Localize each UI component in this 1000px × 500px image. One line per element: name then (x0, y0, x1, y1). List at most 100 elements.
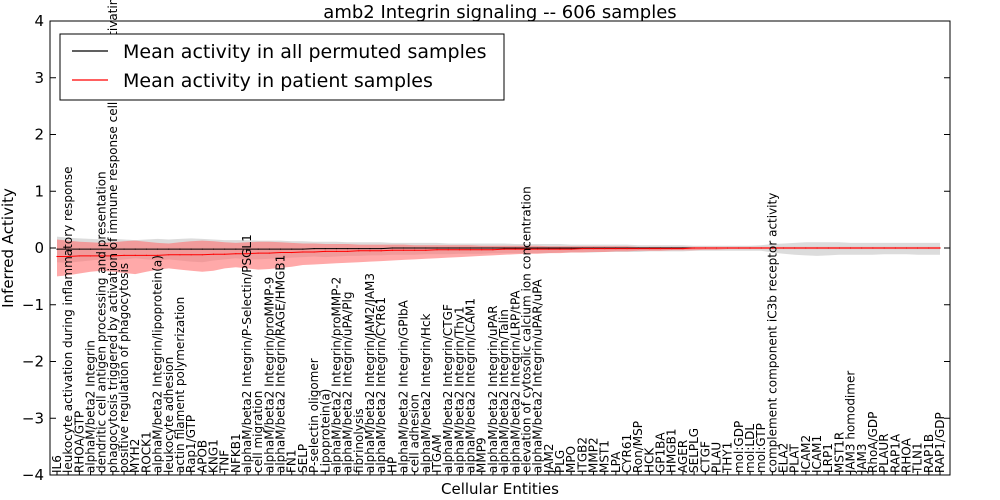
point-series-1 (168, 254, 170, 256)
point-series-1 (436, 249, 438, 251)
x-tick-label: dendritic cell antigen processing and pr… (95, 171, 109, 473)
point-series-1 (257, 252, 259, 254)
x-tick-label: PLG (553, 450, 567, 473)
x-tick-label: HMGB1 (665, 428, 679, 473)
point-series-1 (604, 247, 606, 250)
point-series-1 (738, 247, 740, 249)
point-series-0 (156, 248, 159, 250)
point-series-1 (145, 254, 148, 256)
point-series-1 (268, 252, 270, 254)
point-series-1 (615, 247, 617, 250)
point-series-1 (358, 250, 360, 252)
point-series-0 (67, 248, 69, 250)
x-tick-label: CYR61 (620, 434, 634, 473)
point-series-1 (581, 247, 583, 250)
chart-title: amb2 Integrin signaling -- 606 samples (323, 2, 676, 23)
point-series-1 (89, 255, 92, 257)
point-series-0 (291, 248, 293, 250)
point-series-1 (56, 255, 58, 258)
point-series-1 (805, 247, 807, 249)
y-tick-label: −3 (22, 409, 44, 427)
point-series-0 (525, 247, 528, 249)
point-series-1 (816, 247, 818, 249)
point-series-0 (112, 248, 114, 250)
y-axis: −4 −3 −2 −1 0 1 2 3 4 (22, 12, 950, 484)
x-tick-label: alphaM/beta2 Integrin/GPIbA (397, 299, 411, 473)
legend: Mean activity in all permuted samples Me… (59, 33, 505, 101)
point-series-0 (537, 247, 539, 249)
point-series-0 (402, 247, 405, 249)
point-series-1 (492, 249, 494, 251)
point-series-0 (514, 247, 516, 249)
point-series-0 (369, 247, 371, 250)
x-tick-label: Ron/MSP (631, 421, 645, 473)
x-tick-label: APOB (195, 440, 209, 473)
point-series-1 (771, 247, 773, 249)
point-series-1 (78, 255, 80, 257)
point-series-1 (760, 247, 762, 249)
x-tick-label: ITGAM (430, 434, 444, 473)
point-series-1 (402, 249, 405, 251)
point-series-0 (492, 247, 494, 249)
point-series-1 (503, 248, 505, 250)
point-series-1 (369, 250, 371, 252)
point-series-0 (190, 248, 192, 250)
x-tick-label: mol:GTP (754, 423, 768, 473)
point-series-0 (201, 248, 203, 250)
point-series-1 (123, 254, 125, 256)
point-series-1 (827, 247, 829, 249)
x-tick-label: LRP1 (821, 443, 835, 473)
point-series-1 (917, 247, 919, 249)
y-tick-label: 1 (34, 182, 44, 200)
point-series-1 (391, 249, 393, 251)
point-series-1 (592, 247, 595, 250)
y-axis-label: Inferred Activity (0, 188, 17, 308)
x-tick-label: MYH2 (128, 439, 142, 473)
point-series-1 (179, 254, 181, 256)
y-tick-label: 2 (34, 126, 44, 144)
x-tick-label: GP1BA (654, 432, 668, 473)
x-tick-label: ICAM1 (810, 435, 824, 473)
point-series-0 (257, 248, 259, 250)
point-series-0 (246, 248, 248, 250)
point-series-0 (559, 247, 561, 249)
x-tick-label: alphaM/beta2 Integrin/ICAM1 (464, 298, 478, 473)
point-series-1 (246, 253, 248, 255)
point-series-1 (570, 248, 572, 250)
x-tick-label: ELA2 (777, 443, 791, 473)
point-series-0 (414, 247, 416, 249)
x-tick-label: MMP2 (587, 437, 601, 473)
point-series-0 (347, 247, 349, 250)
x-tick-label: TNF (218, 450, 232, 474)
x-tick-label: alphaM/beta2 Integrin/lipoprotein(a) (151, 255, 165, 473)
point-series-0 (425, 247, 427, 249)
point-series-1 (425, 249, 427, 251)
x-tick-label: alphaM/beta2 Integrin/RAGE/HMGB1 (274, 255, 288, 473)
y-tick-label: −4 (22, 466, 44, 484)
point-series-1 (469, 249, 472, 251)
point-series-1 (548, 248, 550, 250)
x-tick-label: alphaM/beta2 Integrin/LRP/tPA (508, 290, 522, 473)
point-series-1 (525, 248, 528, 250)
point-series-0 (168, 248, 170, 250)
x-tick-label: Lipoprotein(a) (318, 389, 332, 473)
x-tick-label: fibrinolysis (352, 408, 366, 473)
point-series-1 (112, 255, 114, 257)
point-series-0 (313, 247, 315, 250)
x-tick-label: HP (385, 457, 399, 473)
point-series-0 (358, 247, 360, 250)
y-tick-label: −1 (22, 296, 44, 314)
x-tick-label: NFKB1 (229, 433, 243, 473)
point-series-1 (559, 248, 561, 250)
x-tick-label: AGER (676, 440, 690, 473)
x-tick-label: alphaM/beta2 Integrin/uPAR/uPA (531, 278, 545, 473)
point-series-1 (324, 250, 326, 253)
x-tick-label: alphaM/beta2 Integrin/uPAR (486, 305, 500, 473)
point-series-1 (447, 249, 449, 251)
point-series-1 (302, 251, 304, 253)
point-series-1 (928, 247, 930, 249)
x-tick-label: alphaM/beta2 Integrin/CTGF (441, 304, 455, 473)
x-tick-label: RAP1A (888, 433, 902, 473)
